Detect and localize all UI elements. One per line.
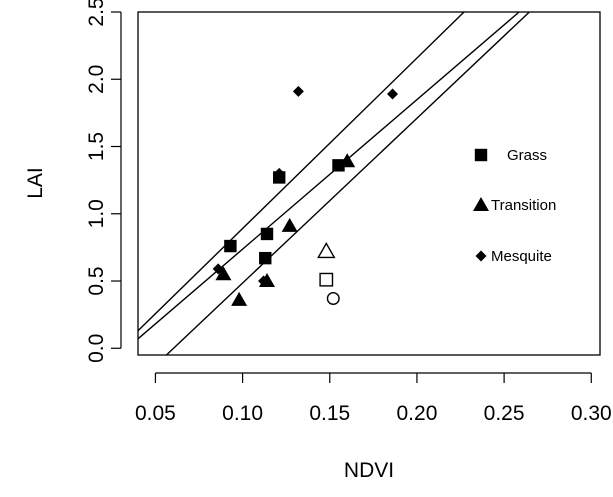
regression-line-1: [138, 12, 465, 332]
mesquite-point: [387, 88, 399, 100]
y-axis: 0.0 0.5 1.0 1.5 2.0 2.5: [85, 0, 122, 363]
grass-point: [224, 239, 237, 253]
mesquite-point: [292, 85, 304, 97]
legend: Grass Transition Mesquite: [473, 147, 556, 265]
open-circle-point: [326, 292, 340, 306]
transition-point: [339, 153, 356, 168]
mesquite-point: [273, 167, 285, 179]
grass-point: [332, 159, 345, 172]
x-tick-label: 0.25: [484, 402, 525, 425]
mesquite-point: [258, 275, 270, 287]
transition-point: [231, 291, 248, 306]
x-axis: 0.05 0.10 0.15 0.20 0.25 0.30: [135, 372, 612, 425]
y-tick-label: 2.0: [85, 65, 108, 94]
x-tick-label: 0.30: [571, 402, 612, 425]
regression-line-3: [165, 12, 530, 355]
regression-line-2: [138, 12, 520, 340]
transition-point: [215, 266, 232, 281]
x-tick-label: 0.20: [397, 402, 438, 425]
open-square-point: [319, 272, 334, 287]
y-axis-title: LAI: [24, 167, 47, 199]
y-tick-label: 0.0: [85, 334, 108, 363]
y-tick-label: 0.5: [85, 266, 108, 295]
x-tick-label: 0.05: [135, 402, 176, 425]
plot-frame: [137, 11, 601, 356]
mesquite-point: [212, 263, 224, 275]
x-tick-label: 0.10: [222, 402, 263, 425]
open-triangle-point: [317, 242, 336, 259]
legend-label-grass: Grass: [507, 147, 547, 164]
data-points: [212, 85, 399, 306]
x-axis-title: NDVI: [344, 459, 394, 482]
grass-point: [260, 227, 274, 241]
x-tick-label: 0.15: [309, 402, 350, 425]
legend-marker-mesquite: [475, 250, 487, 262]
grass-point: [259, 251, 272, 265]
legend-label-mesquite: Mesquite: [491, 248, 552, 265]
y-tick-label: 2.5: [85, 0, 108, 27]
regression-lines: [138, 12, 530, 355]
transition-point: [281, 217, 298, 232]
y-tick-label: 1.5: [85, 132, 108, 161]
legend-marker-transition: [473, 197, 489, 211]
y-tick-label: 1.0: [85, 199, 108, 228]
legend-marker-grass: [474, 148, 488, 162]
legend-label-transition: Transition: [491, 197, 556, 214]
